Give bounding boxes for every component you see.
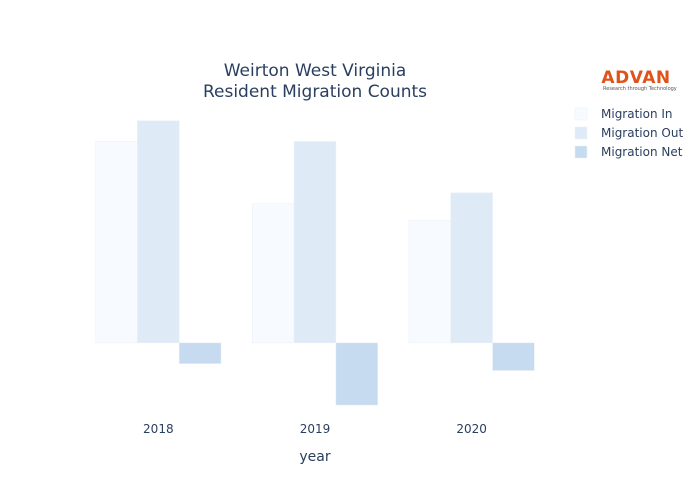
chart-title-line-2: Resident Migration Counts (203, 82, 427, 102)
bar-migration-in-2020[interactable] (408, 220, 452, 344)
bar-migration-out-2020[interactable] (450, 192, 493, 344)
logo-tagline: Research through Technology (603, 86, 677, 92)
bar-migration-in-2019[interactable] (252, 203, 295, 344)
x-tick-label-2018: 2018 (143, 422, 174, 436)
bar-migration-net-2019[interactable] (335, 342, 378, 406)
bar-migration-net-2020[interactable] (492, 342, 535, 371)
x-tick-label-2019: 2019 (300, 422, 331, 436)
bar-migration-out-2018[interactable] (137, 120, 180, 344)
logo-wordmark: ADVAN (601, 68, 670, 88)
legend-label-migration-net: Migration Net (601, 145, 683, 159)
bar-migration-in-2018[interactable] (95, 141, 138, 344)
bar-migration-net-2018[interactable] (178, 342, 222, 364)
legend-swatch-migration-in (574, 107, 588, 121)
chart-title: Weirton West Virginia Resident Migration… (203, 61, 427, 102)
legend-label-migration-in: Migration In (601, 107, 673, 121)
legend-label-migration-out: Migration Out (601, 126, 683, 140)
x-axis-ticks: 2018 2019 2020 (143, 422, 487, 436)
advan-logo: ADVAN Research through Technology (601, 68, 676, 92)
chart-title-line-1: Weirton West Virginia (224, 61, 407, 81)
x-axis-title: year (299, 449, 330, 465)
legend-swatch-migration-net (574, 145, 588, 159)
legend-item-migration-out[interactable]: Migration Out (574, 126, 683, 140)
legend-item-migration-net[interactable]: Migration Net (574, 145, 683, 159)
x-tick-label-2020: 2020 (456, 422, 487, 436)
legend-swatch-migration-out (574, 126, 588, 140)
legend-item-migration-in[interactable]: Migration In (574, 107, 673, 121)
bar-migration-out-2019[interactable] (293, 141, 337, 344)
legend[interactable]: Migration In Migration Out Migration Net (574, 107, 683, 159)
bars (95, 120, 535, 406)
